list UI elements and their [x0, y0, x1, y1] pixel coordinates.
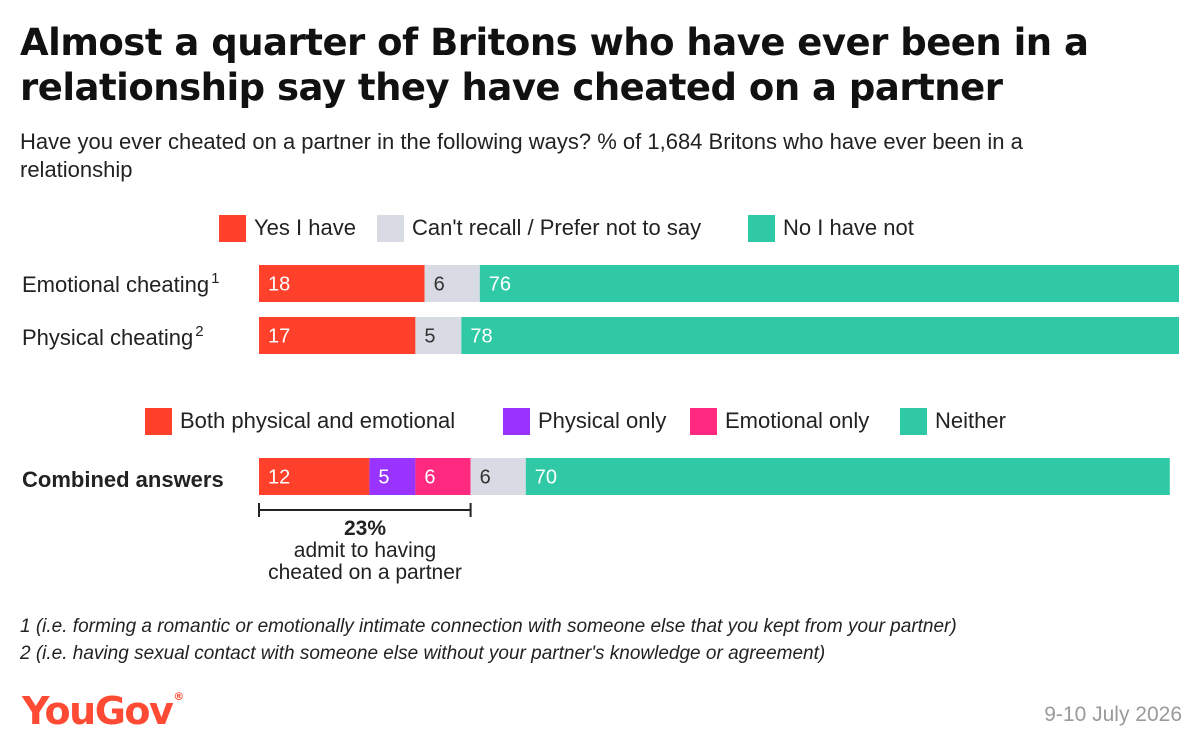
annotation-text: 23% admit to having cheated on a partner	[230, 518, 500, 584]
row-label-physical: Physical cheating 2	[22, 323, 204, 351]
legend-swatch-no	[748, 214, 775, 242]
footnote-1: 1 (i.e. forming a romantic or emotionall…	[20, 616, 957, 637]
legend-label-neither: Neither	[935, 408, 1006, 433]
legend-swatch-neither	[900, 407, 927, 435]
legend-label-physical-only: Physical only	[538, 408, 667, 433]
bar-label-physical-cheating-can-t-recall-prefer-not-to-say: 5	[424, 326, 435, 348]
bar-label-emotional-cheating-can-t-recall-prefer-not-to-say: 6	[434, 274, 445, 296]
bar-label-combined-answers-emotional-only: 6	[424, 467, 435, 489]
logo-text: YouGov	[22, 689, 174, 733]
bar-segment-combined-answers-physical-only	[369, 458, 416, 495]
legend-swatch-yes	[219, 214, 246, 242]
legend-label-yes: Yes I have	[254, 215, 356, 240]
bar-label-combined-answers-neither: 70	[535, 467, 557, 489]
legend-swatch-both	[145, 407, 172, 435]
legend-item-no: No I have not	[748, 213, 914, 243]
logo-registered-mark: ®	[173, 690, 185, 703]
bar-label-combined-answers-physical-only: 5	[378, 467, 389, 489]
bar-segment-emotional-cheating-no-i-have-not	[479, 265, 1179, 302]
bar-segment-combined-answers-both-physical-and-emotional	[259, 458, 370, 495]
bar-label-combined-answers-can-t-recall-prefer-not-to-say: 6	[480, 467, 491, 489]
bar-label-physical-cheating-yes-i-have: 17	[268, 326, 290, 348]
legend-label-emotional-only: Emotional only	[725, 408, 870, 433]
bar-segment-emotional-cheating-can-t-recall-prefer-not-to-say	[424, 265, 480, 302]
bar-segment-emotional-cheating-yes-i-have	[259, 265, 425, 302]
bar-label-emotional-cheating-yes-i-have: 18	[268, 274, 290, 296]
annotation-line-1: admit to having	[293, 539, 437, 562]
bar-label-combined-answers-both-physical-and-emotional: 12	[268, 467, 290, 489]
bar-segment-combined-answers-emotional-only	[415, 458, 471, 495]
row-label-physical-sup: 2	[195, 323, 204, 340]
footnote-2: 2 (i.e. having sexual contact with someo…	[20, 643, 826, 664]
row-label-emotional-text: Emotional cheating	[22, 272, 210, 297]
annotation-line-2: cheated on a partner	[268, 561, 462, 584]
bar-segment-physical-cheating-no-i-have-not	[461, 317, 1179, 354]
legend-swatch-cant-recall	[377, 214, 404, 242]
annotation-value: 23%	[343, 517, 387, 540]
legend-item-physical-only: Physical only	[503, 406, 666, 436]
bar-label-emotional-cheating-no-i-have-not: 76	[489, 274, 511, 296]
bar-segment-combined-answers-can-t-recall-prefer-not-to-say	[470, 458, 526, 495]
bar-segment-physical-cheating-yes-i-have	[259, 317, 416, 354]
chart-title: Almost a quarter of Britons who have eve…	[20, 21, 1089, 109]
row-label-emotional: Emotional cheating 1	[22, 270, 220, 298]
row-label-physical-text: Physical cheating	[22, 325, 194, 350]
row-label-combined: Combined answers	[22, 467, 224, 492]
yougov-logo: YouGov®	[22, 689, 185, 733]
row-label-emotional-sup: 1	[211, 270, 220, 287]
bar-label-physical-cheating-no-i-have-not: 78	[470, 326, 492, 348]
bar-segment-physical-cheating-can-t-recall-prefer-not-to-say	[415, 317, 462, 354]
bar-segment-combined-answers-neither	[525, 458, 1170, 495]
legend-item-emotional-only: Emotional only	[690, 406, 869, 436]
legend-swatch-physical-only	[503, 407, 530, 435]
legend-item-both: Both physical and emotional	[145, 406, 455, 436]
legend-label-no: No I have not	[783, 215, 914, 240]
chart-subtitle: Have you ever cheated on a partner in th…	[20, 129, 1023, 182]
legend-item-cant-recall: Can't recall / Prefer not to say	[377, 213, 701, 243]
legend-label-cant-recall: Can't recall / Prefer not to say	[412, 215, 702, 240]
legend-label-both: Both physical and emotional	[180, 408, 456, 433]
legend-item-yes: Yes I have	[219, 213, 356, 243]
legend-item-neither: Neither	[900, 406, 1006, 436]
legend-swatch-emotional-only	[690, 407, 717, 435]
survey-date: 9-10 July 2026	[1044, 703, 1182, 726]
